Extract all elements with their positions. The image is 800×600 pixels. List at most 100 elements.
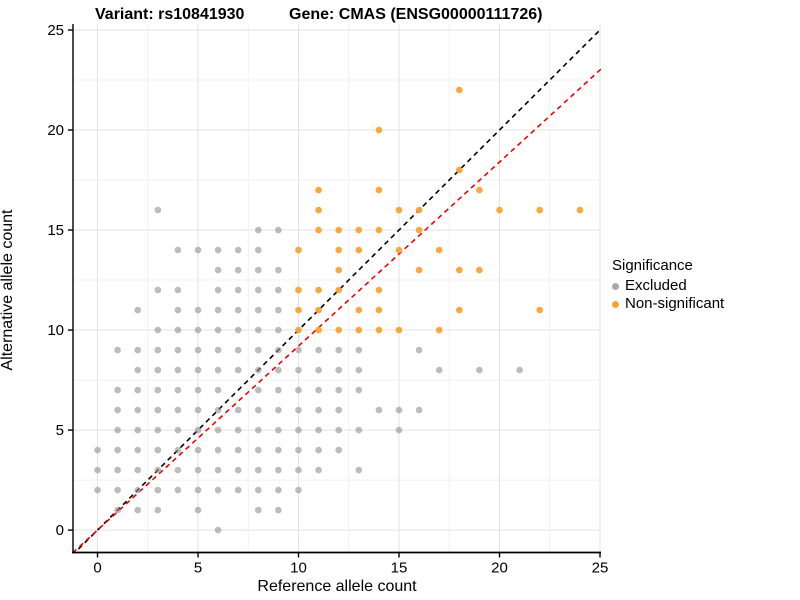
data-point-excluded — [194, 366, 202, 374]
data-point-excluded — [395, 406, 403, 414]
data-point-non-significant — [476, 186, 483, 194]
data-point-excluded — [295, 406, 302, 414]
data-point-excluded — [335, 366, 343, 374]
data-point-excluded — [295, 426, 302, 434]
data-point-excluded — [476, 366, 483, 374]
data-point-non-significant — [415, 206, 423, 214]
data-point-excluded — [335, 426, 343, 434]
data-point-non-significant — [375, 306, 383, 314]
data-point-non-significant — [355, 326, 363, 334]
data-point-excluded — [275, 486, 282, 494]
data-point-non-significant — [456, 166, 463, 174]
data-point-excluded — [275, 426, 282, 434]
data-point-excluded — [234, 366, 242, 374]
data-point-excluded — [174, 406, 182, 414]
data-point-excluded — [355, 466, 363, 474]
data-point-excluded — [275, 386, 282, 394]
data-point-excluded — [194, 246, 202, 254]
data-point-non-significant — [375, 286, 383, 294]
data-point-excluded — [255, 386, 262, 394]
data-point-excluded — [295, 386, 302, 394]
data-point-excluded — [114, 446, 121, 454]
data-point-excluded — [134, 466, 142, 474]
data-point-excluded — [275, 406, 282, 414]
data-point-excluded — [194, 446, 202, 454]
data-point-excluded — [275, 326, 282, 334]
data-point-non-significant — [335, 246, 343, 254]
data-point-excluded — [234, 406, 242, 414]
data-point-excluded — [154, 326, 162, 334]
data-point-non-significant — [335, 226, 343, 234]
data-point-non-significant — [375, 126, 383, 134]
data-point-excluded — [275, 226, 282, 234]
data-point-excluded — [154, 386, 162, 394]
data-point-excluded — [234, 326, 242, 334]
data-point-excluded — [275, 346, 282, 354]
data-point-non-significant — [576, 206, 584, 214]
data-point-non-significant — [536, 206, 543, 214]
data-point-excluded — [174, 346, 182, 354]
data-point-excluded — [194, 306, 202, 314]
data-point-non-significant — [295, 326, 302, 334]
data-point-excluded — [255, 466, 262, 474]
y-tick-label: 25 — [47, 22, 64, 39]
data-point-excluded — [134, 366, 142, 374]
legend-item-label: Non-significant — [625, 295, 725, 312]
non-significant-dot-icon — [612, 300, 619, 308]
data-point-excluded — [275, 466, 282, 474]
data-point-excluded — [355, 346, 363, 354]
data-point-excluded — [134, 486, 142, 494]
data-point-excluded — [355, 426, 363, 434]
data-point-excluded — [114, 346, 121, 354]
data-point-excluded — [214, 526, 222, 534]
data-point-excluded — [516, 366, 523, 374]
data-point-non-significant — [375, 226, 383, 234]
data-point-excluded — [94, 466, 101, 474]
data-point-excluded — [275, 446, 282, 454]
data-point-excluded — [295, 446, 302, 454]
data-point-non-significant — [395, 206, 403, 214]
legend-item-label: Excluded — [625, 277, 687, 294]
data-point-excluded — [134, 306, 142, 314]
data-point-excluded — [315, 406, 322, 414]
data-point-excluded — [174, 326, 182, 334]
data-point-excluded — [255, 246, 262, 254]
data-point-excluded — [174, 426, 182, 434]
x-tick-label: 15 — [391, 560, 408, 577]
data-point-excluded — [214, 326, 222, 334]
data-point-excluded — [315, 466, 322, 474]
data-point-excluded — [174, 386, 182, 394]
data-point-excluded — [234, 266, 242, 274]
data-point-excluded — [134, 386, 142, 394]
x-tick-label: 0 — [93, 560, 101, 577]
data-point-excluded — [194, 426, 202, 434]
data-point-non-significant — [496, 206, 503, 214]
legend: Significance Excluded Non-significant — [612, 257, 724, 313]
data-point-excluded — [114, 426, 121, 434]
data-point-excluded — [255, 346, 262, 354]
data-point-excluded — [94, 446, 101, 454]
data-point-excluded — [295, 366, 302, 374]
data-point-non-significant — [315, 226, 322, 234]
data-point-excluded — [194, 466, 202, 474]
data-point-excluded — [194, 386, 202, 394]
gene-title: Gene: CMAS (ENSG00000111726) — [289, 6, 543, 23]
data-point-excluded — [154, 506, 162, 514]
y-tick-label: 5 — [56, 422, 64, 439]
data-point-non-significant — [375, 326, 383, 334]
data-point-excluded — [234, 286, 242, 294]
data-point-excluded — [295, 346, 302, 354]
data-point-excluded — [275, 266, 282, 274]
legend-item-non-significant: Non-significant — [612, 295, 724, 313]
data-point-excluded — [214, 486, 222, 494]
data-point-excluded — [234, 466, 242, 474]
data-point-excluded — [154, 446, 162, 454]
data-point-excluded — [114, 506, 121, 514]
data-point-excluded — [154, 366, 162, 374]
data-point-non-significant — [536, 306, 543, 314]
data-point-excluded — [174, 246, 182, 254]
x-axis-label: Reference allele count — [257, 578, 417, 595]
data-point-excluded — [234, 346, 242, 354]
data-point-excluded — [134, 446, 142, 454]
